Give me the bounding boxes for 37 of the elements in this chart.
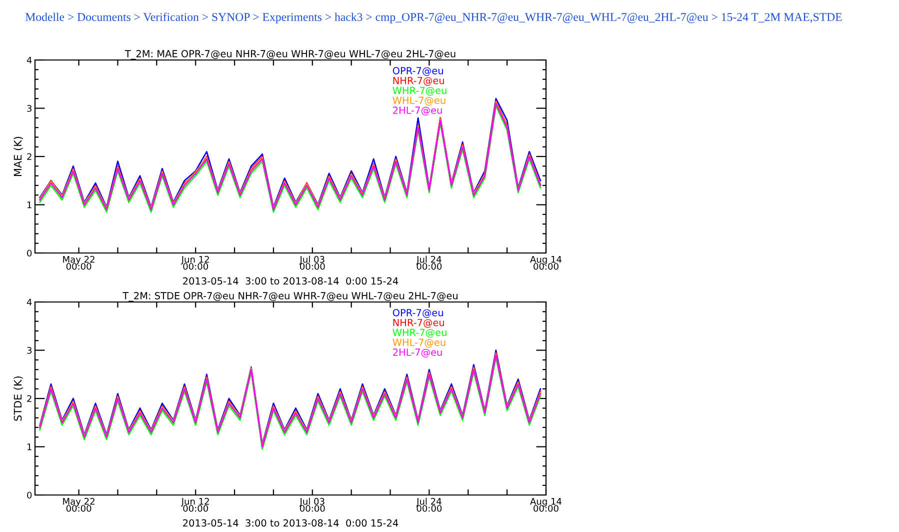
y-axis-title: MAE (K) xyxy=(14,136,23,176)
text: NHR-7@eu xyxy=(393,77,444,86)
text: WHR-7@eu xyxy=(392,328,446,338)
x-tick-label: Aug 14 00:00 xyxy=(530,498,562,512)
y-tick-label: 2 xyxy=(27,153,32,160)
text: Modelle > Documents > Verification > SYNOP > Experiments > hack3 > cmp_OPR-7@eu_NHR-7@eu_WHR-7@eu_WHL-7@eu_2HL-7@eu > 15-24 T_2M MAE,STDE xyxy=(26,12,842,24)
x-tick-label: Jul 24 00:00 xyxy=(416,256,442,270)
x-tick-label: Aug 14 00:00 xyxy=(530,256,562,270)
x-tick-label: May 22 00:00 xyxy=(63,498,94,512)
y-tick-label: 0 xyxy=(27,492,32,499)
y-tick-label: 1 xyxy=(27,444,32,450)
chart-title: T_2M: MAE OPR-7@eu NHR-7@eu WHR-7@eu WHL-7@eu 2HL-7@eu xyxy=(124,50,456,60)
x-tick-label: Jul 03 00:00 xyxy=(299,498,325,512)
y-tick-label: 4 xyxy=(26,298,32,306)
x-tick-label: Jul 24 00:00 xyxy=(416,498,442,512)
y-tick-label: 4 xyxy=(26,56,32,64)
chart-title: T_2M: STDE OPR-7@eu NHR-7@eu WHR-7@eu WHL-7@eu 2HL-7@eu xyxy=(122,292,458,302)
series-label: 2HL-7@eu xyxy=(393,106,442,116)
text: 2HL-7@eu xyxy=(393,348,442,358)
y-tick-label: 2 xyxy=(27,395,32,402)
x-tick-label: Jun 12 00:00 xyxy=(180,498,209,512)
y-tick-label: 3 xyxy=(27,104,32,112)
x-axis-title: 2013-05-14 3:00 to 2013-08-14 0:00 15-24 xyxy=(183,519,398,527)
text: WHL-7@eu xyxy=(392,338,446,348)
y-tick-label: 3 xyxy=(27,346,32,354)
y-tick-label: 1 xyxy=(27,202,32,208)
y-axis-title: STDE (K) xyxy=(14,376,23,421)
text: OPR-7@eu xyxy=(392,308,443,318)
x-axis-title: 2013-05-14 3:00 to 2013-08-14 0:00 15-24 xyxy=(183,277,398,285)
y-tick-label: 0 xyxy=(27,250,32,257)
text: OPR-7@eu xyxy=(392,66,443,76)
text: NHR-7@eu xyxy=(393,319,444,328)
x-tick-label: Jun 12 00:00 xyxy=(180,256,209,270)
x-tick-label: May 22 00:00 xyxy=(63,256,94,270)
series-label: WHL-7@eu xyxy=(392,96,446,106)
x-tick-label: Jul 03 00:00 xyxy=(299,256,325,270)
text: WHR-7@eu xyxy=(392,86,446,96)
